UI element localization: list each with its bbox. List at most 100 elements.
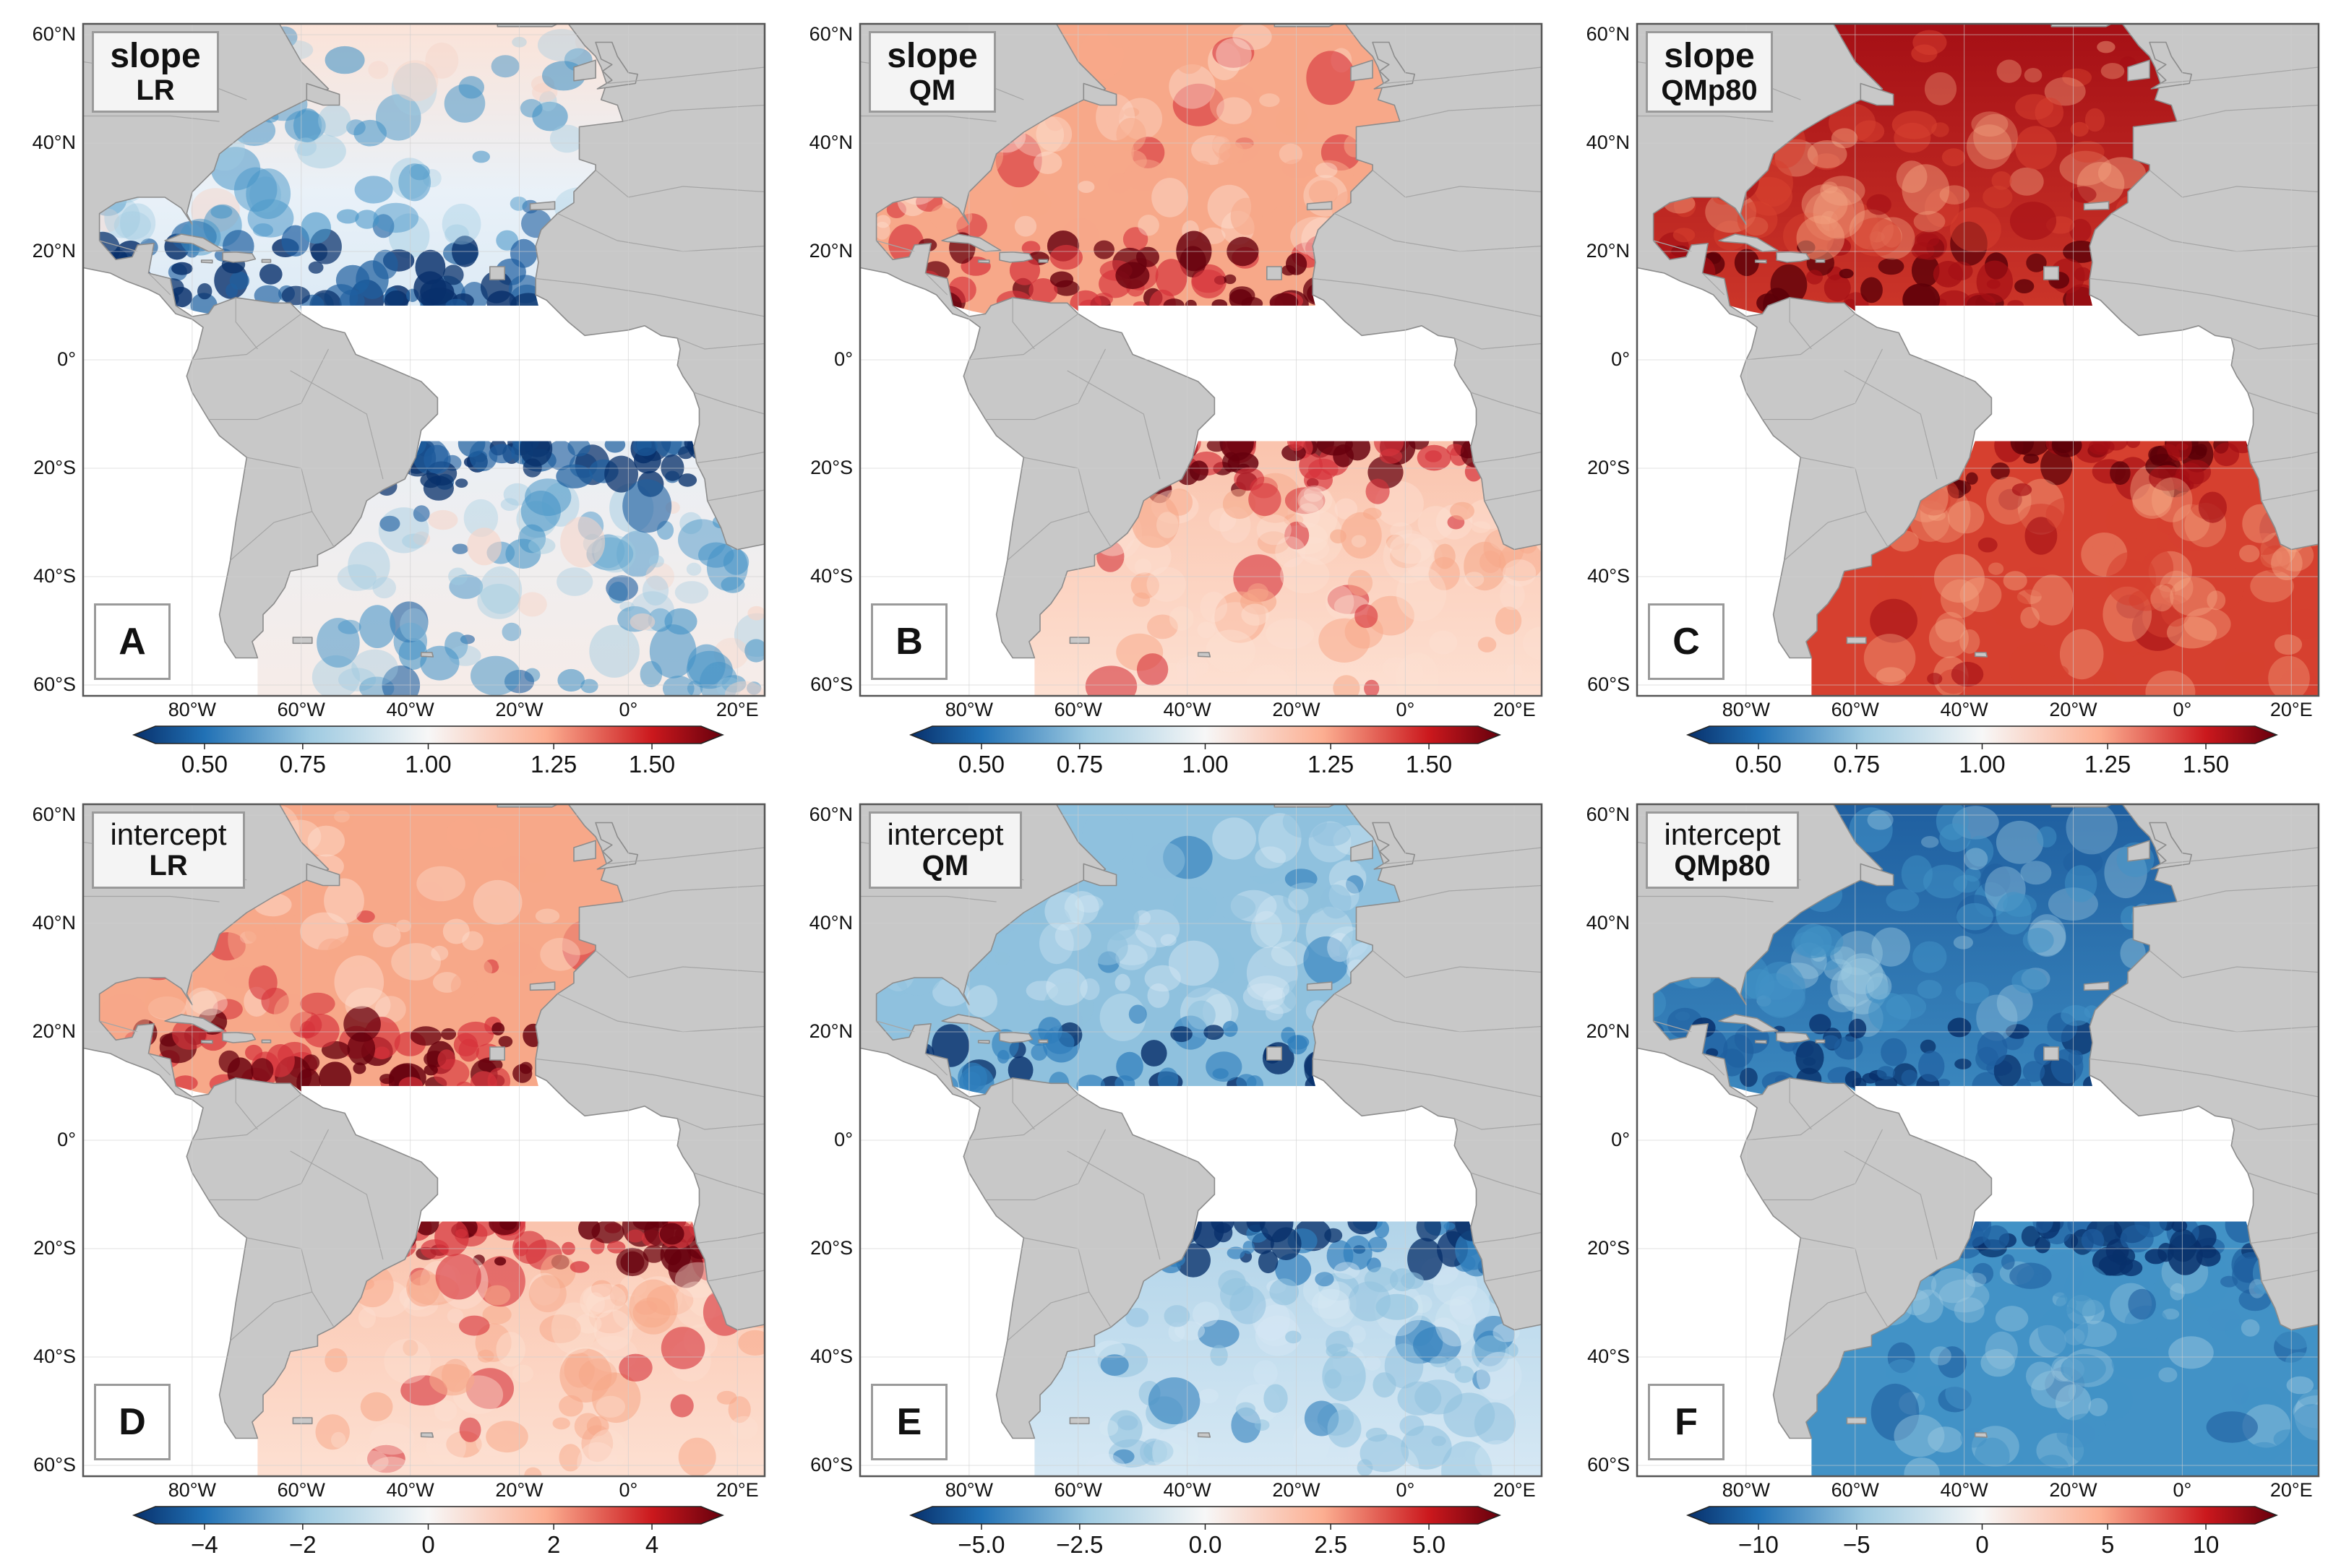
country-borders (859, 61, 1542, 561)
land-britain (1372, 822, 1416, 870)
lon-tick-label: 0° (619, 1479, 638, 1501)
land-canaries (1306, 201, 1333, 211)
lon-tick-label: 40°W (1940, 699, 1988, 720)
land-americas (859, 804, 1216, 1439)
panel-c: 0.50 0.75 1.00 1.25 1.50 60°N 40°N 20°N 0° 20°S 40… (1554, 0, 2320, 784)
map-svg (1636, 22, 2320, 749)
panel-method: LR (136, 74, 175, 106)
colorbar (1685, 1506, 2279, 1525)
lon-tick-label: 40°W (1940, 1479, 1988, 1501)
land-americas (1636, 804, 1993, 1439)
lat-tick-label: 20°N (809, 240, 853, 262)
lat-tick-label: 60°S (1587, 1454, 1630, 1476)
map-svg (82, 22, 766, 749)
colorbar-tick-label: 0 (421, 1531, 435, 1558)
panel-title-box: intercept QMp80 (1646, 811, 1799, 889)
land-jamaica (200, 259, 213, 264)
ocean-south (1028, 441, 1542, 696)
colorbar (132, 725, 725, 744)
land-cape-verde (2043, 1046, 2060, 1061)
land-ireland (2127, 840, 2150, 862)
lat-tick-label: 40°N (32, 132, 76, 153)
land-ireland (1350, 840, 1373, 862)
lon-tick-label: 0° (2173, 1479, 2192, 1501)
lon-tick-label: 20°W (2049, 1479, 2097, 1501)
land-falklands (1069, 1417, 1090, 1425)
land-hispaniola (999, 1031, 1034, 1043)
lat-tick-label: 0° (1611, 348, 1630, 370)
lat-tick-label: 20°S (1587, 457, 1630, 478)
land-cape-verde (1266, 1046, 1283, 1061)
lon-tick-label: 40°W (1163, 1479, 1211, 1501)
lat-tick-label: 60°N (1586, 804, 1630, 825)
lat-tick-label: 60°S (1587, 673, 1630, 695)
lon-tick-label: 20°E (716, 1479, 759, 1501)
land-cuba (941, 1014, 1002, 1033)
land-jamaica (1754, 259, 1767, 264)
land-masses (1636, 23, 2319, 659)
lon-tick-label: 60°W (1054, 1479, 1102, 1501)
lat-tick-label: 40°S (1587, 1345, 1630, 1367)
colorbar-tick-label: 0.75 (1833, 751, 1880, 777)
panel-title: intercept (887, 817, 1004, 851)
lat-tick-label: 60°S (33, 1454, 76, 1476)
colorbar-tick-label: 1.00 (1959, 751, 2006, 777)
land-newfoundland (1860, 863, 1894, 887)
lat-tick-label: 60°S (33, 673, 76, 695)
lat-tick-label: 0° (1611, 1129, 1630, 1150)
land-europe-africa (1312, 804, 1542, 1331)
colorbar-tick-label: −2 (289, 1531, 317, 1558)
lat-tick-label: 60°N (32, 23, 76, 45)
panel-e: −5.0 −2.5 0.0 2.5 5.0 60°N 40°N 20°N 0° 20°S 40°S 6… (777, 780, 1543, 1564)
colorbar-tick-label: 0.50 (1735, 751, 1782, 777)
lat-tick-label: 40°S (33, 1345, 76, 1367)
colorbar-tick-label: 1.25 (2084, 751, 2131, 777)
lon-tick-label: 40°W (1163, 699, 1211, 720)
map-svg (859, 803, 1543, 1530)
colorbar-tick-label: 1.50 (1405, 751, 1453, 777)
land-ireland (573, 840, 596, 862)
map-frame (859, 22, 1543, 697)
country-borders (82, 61, 765, 561)
land-jamaica (977, 1040, 990, 1044)
map-svg (859, 22, 1543, 749)
colorbar-tick-label: 1.00 (405, 751, 452, 777)
panel-method: QM (922, 850, 969, 882)
lat-tick-label: 20°S (1587, 1237, 1630, 1259)
land-cape-verde (489, 1046, 506, 1061)
lat-tick-label: 60°N (809, 804, 853, 825)
lon-tick-label: 0° (619, 699, 638, 720)
panel-method: QM (909, 74, 956, 106)
map-svg (1636, 803, 2320, 1530)
land-puerto-rico (1815, 1039, 1826, 1043)
land-falklands (1846, 1417, 1867, 1425)
land-cape-verde (489, 266, 506, 280)
lon-tick-label: 20°W (1272, 699, 1320, 720)
land-south-georgia (420, 652, 434, 658)
map-frame (82, 22, 766, 697)
colorbar-tick-label: 1.50 (628, 751, 676, 777)
gridlines (1637, 24, 2319, 696)
land-south-georgia (1197, 652, 1211, 658)
panel-letter: A (94, 603, 171, 680)
panel-title: intercept (1664, 817, 1781, 851)
colorbar-tick-label: 1.25 (1307, 751, 1354, 777)
panel-title-box: slope QM (869, 31, 996, 113)
map-frame (1636, 22, 2320, 697)
land-britain (2149, 41, 2193, 90)
land-masses (1636, 804, 2319, 1439)
land-south-georgia (1974, 1432, 1988, 1438)
map-frame (82, 803, 766, 1478)
lat-tick-label: 20°S (33, 1237, 76, 1259)
country-borders (82, 841, 765, 1341)
land-puerto-rico (1815, 259, 1826, 263)
panel-letter: C (1648, 603, 1724, 680)
lon-tick-label: 80°W (945, 1479, 994, 1501)
lat-tick-label: 40°N (809, 132, 853, 153)
lat-tick-label: 0° (57, 348, 76, 370)
lat-tick-label: 20°N (1586, 240, 1630, 262)
land-hispaniola (999, 251, 1034, 263)
lon-tick-label: 80°W (945, 699, 994, 720)
colorbar-tick-label: 5.0 (1412, 1531, 1446, 1558)
land-cape-verde (2043, 266, 2060, 280)
